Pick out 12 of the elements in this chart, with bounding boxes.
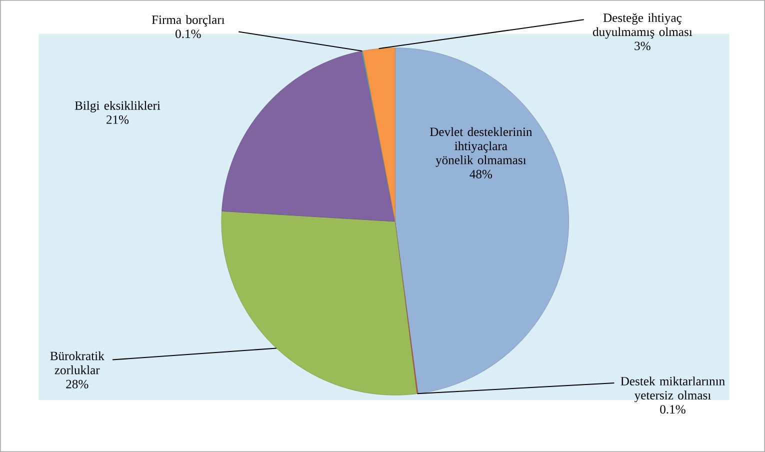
slice-label: Destek miktarlarının yetersiz olması: [620, 376, 725, 402]
slice-label: Bürokratik zorluklar: [50, 351, 104, 374]
data-label: 0.1%: [176, 30, 201, 38]
slice-label: Bilgi eksiklikleri: [74, 100, 160, 112]
data-label: 28%: [66, 380, 88, 388]
data-label: 48%: [470, 170, 492, 178]
slice-label: Devlet desteklerinin ihtiyaçlara yönelik olmaması: [430, 127, 532, 167]
data-label: 3%: [634, 42, 650, 50]
slice-label: Firma borçları: [152, 15, 225, 27]
data-label: 21%: [106, 115, 129, 124]
data-label: 0.1%: [660, 405, 686, 414]
slice-label: Desteğe ihtiyaç duyulmamış olması: [592, 13, 692, 39]
